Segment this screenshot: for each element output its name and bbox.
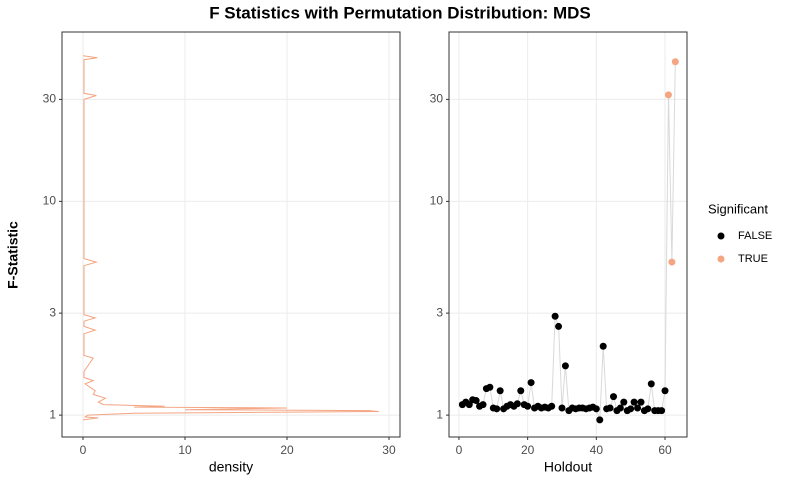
point [620,398,628,406]
y-tick-label: 30 [43,92,57,106]
point [671,58,679,66]
point [634,404,642,412]
point [558,404,566,412]
x-tick-label: 30 [382,443,396,457]
point [658,407,666,415]
point [599,342,607,350]
point [472,397,480,405]
point [486,383,494,391]
point [592,405,600,413]
point [647,380,655,388]
x-axis-label: density [209,459,253,475]
legend-swatch [717,232,725,240]
y-tick-label: 1 [436,407,443,421]
point [479,401,487,409]
legend-label: TRUE [738,253,768,265]
point [513,400,521,408]
point [661,387,669,395]
density-line [82,55,379,421]
point [637,398,645,406]
point [527,379,535,387]
point [551,312,559,320]
legend-swatch [717,255,725,263]
y-axis-label: F-Statistic [5,221,21,289]
x-tick-label: 20 [280,443,294,457]
point [555,322,563,330]
point [496,387,504,395]
panel [62,32,400,437]
x-tick-label: 40 [590,443,604,457]
point [493,405,501,413]
legend-title: Significant [708,201,768,216]
chart-title: F Statistics with Permutation Distributi… [209,3,591,22]
y-tick-label: 3 [49,305,56,319]
point [517,387,525,395]
y-tick-label: 10 [43,194,57,208]
point [627,405,635,413]
point [596,416,604,424]
x-axis-label: Holdout [544,459,592,475]
y-tick-label: 10 [430,194,444,208]
point [668,258,676,266]
x-tick-label: 0 [80,443,87,457]
point [524,402,532,410]
y-tick-label: 1 [49,407,56,421]
point [616,404,624,412]
point [606,404,614,412]
legend-label: FALSE [738,230,772,242]
point [465,401,473,409]
point [664,91,672,99]
y-tick-label: 30 [430,92,444,106]
point [561,362,569,370]
panel [449,32,687,437]
point [610,393,618,401]
point [630,398,638,406]
y-tick-label: 3 [436,305,443,319]
x-tick-label: 60 [658,443,672,457]
point [548,402,556,410]
panel-border [61,31,401,438]
x-tick-label: 0 [456,443,463,457]
x-tick-label: 10 [178,443,192,457]
panel-border [448,31,688,438]
x-tick-label: 20 [521,443,535,457]
point [644,405,652,413]
